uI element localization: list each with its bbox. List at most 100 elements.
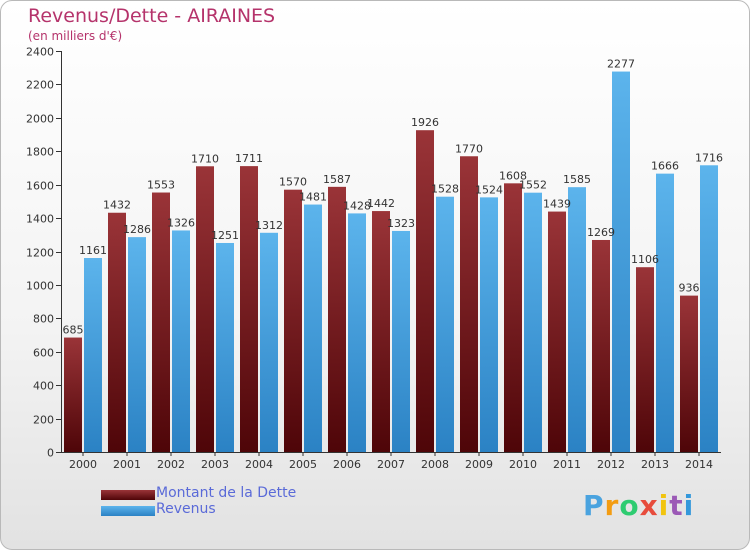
bar-revenue	[480, 197, 498, 452]
logo-letter: i	[683, 489, 695, 522]
bar-debt	[284, 189, 302, 452]
data-label-revenue: 1552	[519, 179, 547, 192]
data-label-revenue: 1716	[695, 151, 723, 164]
y-tick-label: 1800	[26, 146, 54, 159]
y-tick-label: 400	[33, 380, 54, 393]
x-tick-label: 2002	[157, 458, 185, 471]
data-label-debt: 1269	[587, 226, 615, 239]
y-tick-label: 2400	[26, 46, 54, 59]
bar-debt	[636, 267, 654, 452]
data-label-revenue: 1428	[343, 199, 371, 212]
bar-debt	[416, 130, 434, 452]
data-label-revenue: 1286	[123, 223, 151, 236]
logo-letter: x	[639, 489, 659, 522]
x-tick-label: 2004	[245, 458, 273, 471]
data-label-debt: 1711	[235, 152, 263, 165]
bar-revenue	[392, 230, 410, 452]
bar-debt	[64, 337, 82, 452]
bar-debt	[108, 212, 126, 452]
y-tick-label: 2000	[26, 113, 54, 126]
bar-revenue	[260, 232, 278, 452]
bar-debt	[152, 192, 170, 452]
bar-revenue	[84, 258, 102, 452]
x-tick-label: 2010	[509, 458, 537, 471]
y-tick-label: 800	[33, 313, 54, 326]
x-tick-label: 2014	[685, 458, 713, 471]
y-tick-label: 2200	[26, 79, 54, 92]
bar-revenue	[656, 173, 674, 452]
y-tick-label: 1400	[26, 213, 54, 226]
x-tick-label: 2007	[377, 458, 405, 471]
logo-letter: P	[583, 489, 605, 522]
bar-debt	[504, 183, 522, 452]
data-label-revenue: 2277	[607, 58, 635, 71]
bar-debt	[196, 166, 214, 452]
data-label-debt: 1106	[631, 253, 659, 266]
logo-letter: o	[619, 489, 640, 522]
bar-revenue	[568, 187, 586, 452]
data-label-revenue: 1323	[387, 217, 415, 230]
x-tick-label: 2009	[465, 458, 493, 471]
data-label-revenue: 1528	[431, 183, 459, 196]
y-tick-label: 0	[47, 447, 54, 460]
data-label-debt: 1770	[455, 142, 483, 155]
data-label-debt: 1710	[191, 152, 219, 165]
bar-revenue	[304, 204, 322, 452]
x-tick-label: 2003	[201, 458, 229, 471]
chart-subtitle: (en milliers d'€)	[28, 29, 123, 43]
data-label-revenue: 1481	[299, 191, 327, 204]
bar-debt	[680, 295, 698, 452]
y-tick-label: 1000	[26, 280, 54, 293]
legend-label-revenue: Revenus	[156, 501, 216, 517]
logo-letter: r	[604, 489, 620, 522]
proxiti-logo: Proxiti	[583, 489, 694, 522]
legend-swatch-debt	[101, 490, 155, 500]
bar-debt	[548, 211, 566, 452]
data-label-revenue: 1312	[255, 219, 283, 232]
bar-debt	[460, 156, 478, 452]
data-label-debt: 1432	[103, 199, 131, 212]
x-tick-label: 2011	[553, 458, 581, 471]
bar-revenue	[172, 230, 190, 452]
bar-debt	[328, 186, 346, 452]
y-tick-label: 1600	[26, 180, 54, 193]
data-label-revenue: 1161	[79, 244, 107, 257]
data-label-revenue: 1524	[475, 183, 503, 196]
bar-revenue	[436, 196, 454, 452]
bar-revenue	[612, 71, 630, 453]
data-label-debt: 1926	[411, 116, 439, 129]
y-tick-label: 200	[33, 414, 54, 427]
bar-revenue	[700, 165, 718, 452]
x-tick-label: 2013	[641, 458, 669, 471]
bar-revenue	[128, 237, 146, 452]
bar-revenue	[348, 213, 366, 452]
x-tick-label: 2012	[597, 458, 625, 471]
data-label-debt: 1553	[147, 179, 175, 192]
x-tick-label: 2006	[333, 458, 361, 471]
data-label-debt: 1587	[323, 173, 351, 186]
x-tick-label: 2005	[289, 458, 317, 471]
chart-title: Revenus/Dette - AIRAINES	[28, 5, 276, 27]
data-label-debt: 1570	[279, 176, 307, 189]
logo-letter: t	[669, 489, 684, 522]
bar-debt	[240, 166, 258, 452]
data-label-revenue: 1585	[563, 173, 591, 186]
data-label-debt: 936	[679, 282, 700, 295]
x-tick-label: 2001	[113, 458, 141, 471]
data-label-revenue: 1326	[167, 216, 195, 229]
x-tick-label: 2008	[421, 458, 449, 471]
data-label-revenue: 1666	[651, 160, 679, 173]
data-label-debt: 1442	[367, 197, 395, 210]
legend-label-debt: Montant de la Dette	[156, 485, 297, 501]
y-tick-label: 600	[33, 347, 54, 360]
bar-debt	[592, 239, 610, 452]
data-label-debt: 685	[63, 324, 84, 337]
data-label-debt: 1439	[543, 198, 571, 211]
bar-debt	[372, 211, 390, 452]
y-tick-label: 1200	[26, 247, 54, 260]
x-tick-label: 2000	[69, 458, 97, 471]
bar-revenue	[524, 192, 542, 453]
logo-letter: i	[658, 489, 670, 522]
